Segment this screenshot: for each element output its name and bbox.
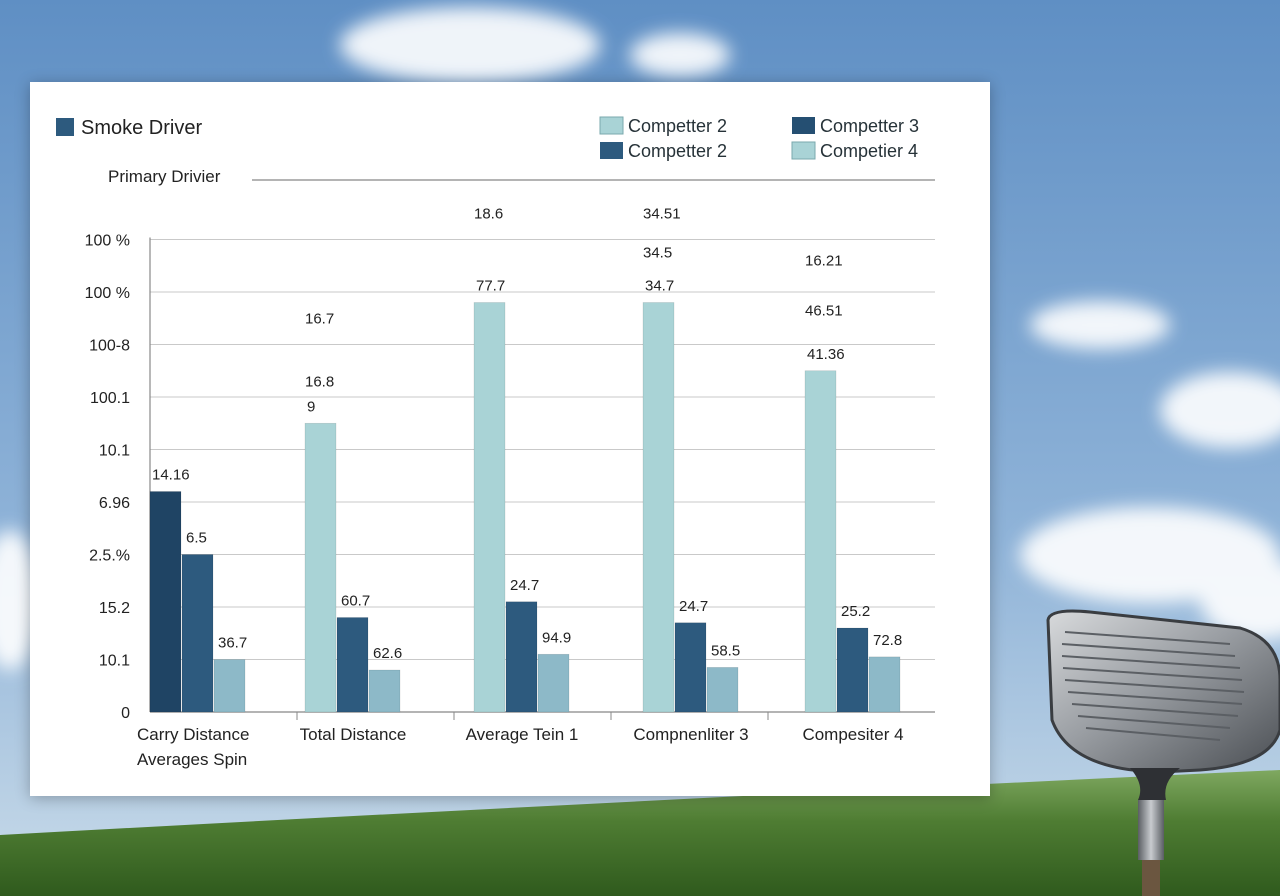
legend: Smoke Driver Competter 2 Competter 3 Com… <box>56 116 919 161</box>
bar-value-label: 72.8 <box>873 632 902 649</box>
legend-swatch-2 <box>792 117 815 134</box>
bar-value-label: 25.2 <box>841 603 870 620</box>
floating-value-label: 16.7 <box>305 310 334 327</box>
category-label: Total Distance <box>300 725 407 744</box>
bar <box>836 627 869 713</box>
y-tick-label: 0 <box>121 705 130 722</box>
bar <box>213 659 246 713</box>
bar-value-label: 24.7 <box>510 577 539 594</box>
legend-label-3: Competter 2 <box>628 141 727 161</box>
bar <box>304 422 337 713</box>
y-tick-label: 6.96 <box>99 495 130 512</box>
bar <box>642 302 675 713</box>
category-label: Carry Distance <box>137 725 249 744</box>
y-tick-label: 10.1 <box>99 443 130 460</box>
bar-value-label: 41.36 <box>807 346 845 363</box>
bar-value-label: 34.7 <box>645 278 674 295</box>
chart-subtitle: Primary Drivier <box>108 167 221 186</box>
y-tick-label: 100-8 <box>89 338 130 355</box>
bar-value-label: 62.6 <box>373 645 402 662</box>
bar <box>336 617 369 713</box>
floating-value-label: 34.51 <box>643 205 681 222</box>
floating-value-label: 46.51 <box>805 302 843 319</box>
bar <box>473 302 506 713</box>
legend-title: Smoke Driver <box>81 117 202 139</box>
bar-value-label: 14.16 <box>152 467 190 484</box>
legend-swatch-3 <box>600 142 623 159</box>
category-label-extra: Averages Spin <box>137 750 247 769</box>
bar <box>537 653 570 713</box>
bar <box>181 554 214 713</box>
bar <box>706 667 739 713</box>
bar-value-label: 9 <box>307 398 315 415</box>
bar <box>149 491 182 713</box>
bar-value-label: 6.5 <box>186 530 207 547</box>
plot-area: 0 10.1 15.2 2.5.% 6.96 10.1 100.1 100-8 100 % 100… <box>85 205 935 769</box>
bar <box>674 622 707 713</box>
y-tick-label: 100 % <box>85 233 130 250</box>
legend-label-4: Competier 4 <box>820 141 918 161</box>
y-tick-label: 2.5.% <box>89 548 130 565</box>
bar-value-label: 94.9 <box>542 629 571 646</box>
legend-label-2: Competter 3 <box>820 116 919 136</box>
legend-swatch-smoke-driver <box>56 118 74 136</box>
y-tick-label: 100.1 <box>90 390 130 407</box>
bar-value-label: 60.7 <box>341 593 370 610</box>
grass-field <box>0 770 1280 896</box>
bar <box>804 370 837 713</box>
category-label: Average Tein 1 <box>466 725 579 744</box>
y-tick-label: 10.1 <box>99 653 130 670</box>
y-tick-label: 15.2 <box>99 600 130 617</box>
floating-value-label: 16.21 <box>805 253 843 270</box>
floating-value-label: 18.6 <box>474 205 503 222</box>
y-tick-label: 100 % <box>85 285 130 302</box>
bar-value-label: 58.5 <box>711 642 740 659</box>
bar-value-label: 36.7 <box>218 635 247 652</box>
category-label: Compesiter 4 <box>802 725 903 744</box>
bar-chart: Smoke Driver Competter 2 Competter 3 Com… <box>56 116 935 769</box>
bar-value-label: 24.7 <box>679 598 708 615</box>
floating-value-label: 34.5 <box>643 245 672 262</box>
bar-value-label: 77.7 <box>476 278 505 295</box>
cloud-shapes <box>0 7 1280 670</box>
category-label: Compnenliter 3 <box>633 725 748 744</box>
bar <box>868 656 901 713</box>
chart-panel: Smoke Driver Competter 2 Competter 3 Com… <box>30 82 990 796</box>
bar <box>505 601 538 713</box>
bar <box>368 669 401 713</box>
legend-label-1: Competter 2 <box>628 116 727 136</box>
legend-swatch-1 <box>599 116 624 135</box>
golf-driver-illustration <box>1046 609 1280 896</box>
floating-value-label: 16.8 <box>305 373 334 390</box>
legend-swatch-4 <box>791 141 816 160</box>
